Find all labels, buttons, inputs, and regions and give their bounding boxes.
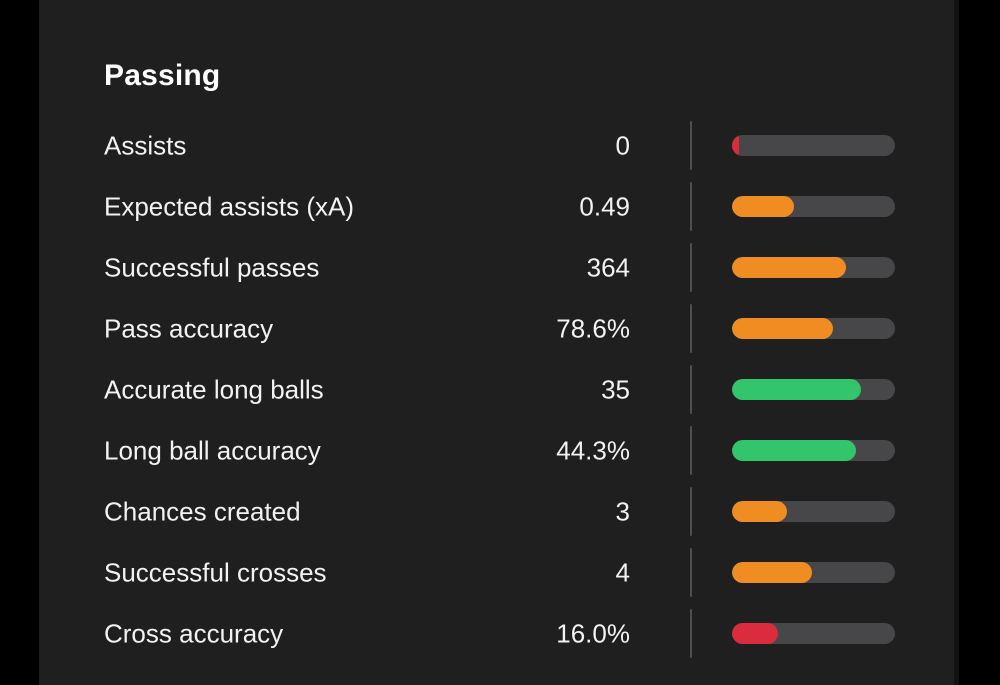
stat-bar-track: [732, 196, 895, 217]
row-divider: [690, 182, 692, 231]
row-divider: [690, 121, 692, 170]
stat-row: Chances created 3: [39, 481, 954, 542]
row-divider: [690, 243, 692, 292]
row-divider: [690, 548, 692, 597]
stat-bar-fill: [732, 318, 834, 339]
stat-bar-track: [732, 318, 895, 339]
stat-bar-fill: [732, 196, 794, 217]
stat-bar-track: [732, 623, 895, 644]
stat-row: Long ball accuracy 44.3%: [39, 420, 954, 481]
stat-row: Expected assists (xA) 0.49: [39, 176, 954, 237]
stat-row: Successful passes 364: [39, 237, 954, 298]
stat-value: 3: [615, 496, 630, 526]
section-title: Passing: [104, 58, 221, 92]
stat-label: Successful crosses: [104, 557, 327, 587]
stat-bar-track: [732, 501, 895, 522]
stat-row: Pass accuracy 78.6%: [39, 298, 954, 359]
stat-label: Pass accuracy: [104, 313, 274, 343]
stat-label: Chances created: [104, 496, 301, 526]
stat-label: Long ball accuracy: [104, 435, 321, 465]
stat-row: Cross accuracy 16.0%: [39, 603, 954, 664]
row-divider: [690, 426, 692, 475]
row-divider: [690, 304, 692, 353]
stat-bar-fill: [732, 379, 861, 400]
stat-bar-track: [732, 135, 895, 156]
stat-value: 4: [615, 557, 630, 587]
stat-row: Accurate long balls 35: [39, 359, 954, 420]
stat-row: Assists 0: [39, 115, 954, 176]
stat-bar-fill: [732, 257, 847, 278]
stats-list: Assists 0 Expected assists (xA) 0.49 Suc…: [39, 115, 954, 664]
stat-bar-fill: [732, 135, 739, 156]
stat-bar-fill: [732, 623, 778, 644]
stat-label: Assists: [104, 130, 187, 160]
stat-value: 364: [586, 252, 630, 282]
stat-value: 44.3%: [556, 435, 630, 465]
stat-bar-track: [732, 440, 895, 461]
stat-row: Successful crosses 4: [39, 542, 954, 603]
row-divider: [690, 487, 692, 536]
stat-label: Cross accuracy: [104, 618, 284, 648]
passing-stats-panel: Passing Assists 0 Expected assists (xA) …: [39, 0, 959, 685]
stat-label: Expected assists (xA): [104, 191, 354, 221]
stat-bar-track: [732, 562, 895, 583]
stat-label: Successful passes: [104, 252, 320, 282]
stat-bar-track: [732, 379, 895, 400]
stat-bar-fill: [732, 501, 788, 522]
stat-bar-fill: [732, 562, 812, 583]
stat-value: 0: [615, 130, 630, 160]
stat-value: 35: [601, 374, 630, 404]
stat-value: 78.6%: [556, 313, 630, 343]
stat-bar-fill: [732, 440, 856, 461]
row-divider: [690, 609, 692, 658]
row-divider: [690, 365, 692, 414]
stat-value: 16.0%: [556, 618, 630, 648]
stat-label: Accurate long balls: [104, 374, 324, 404]
stat-bar-track: [732, 257, 895, 278]
stat-value: 0.49: [579, 191, 630, 221]
